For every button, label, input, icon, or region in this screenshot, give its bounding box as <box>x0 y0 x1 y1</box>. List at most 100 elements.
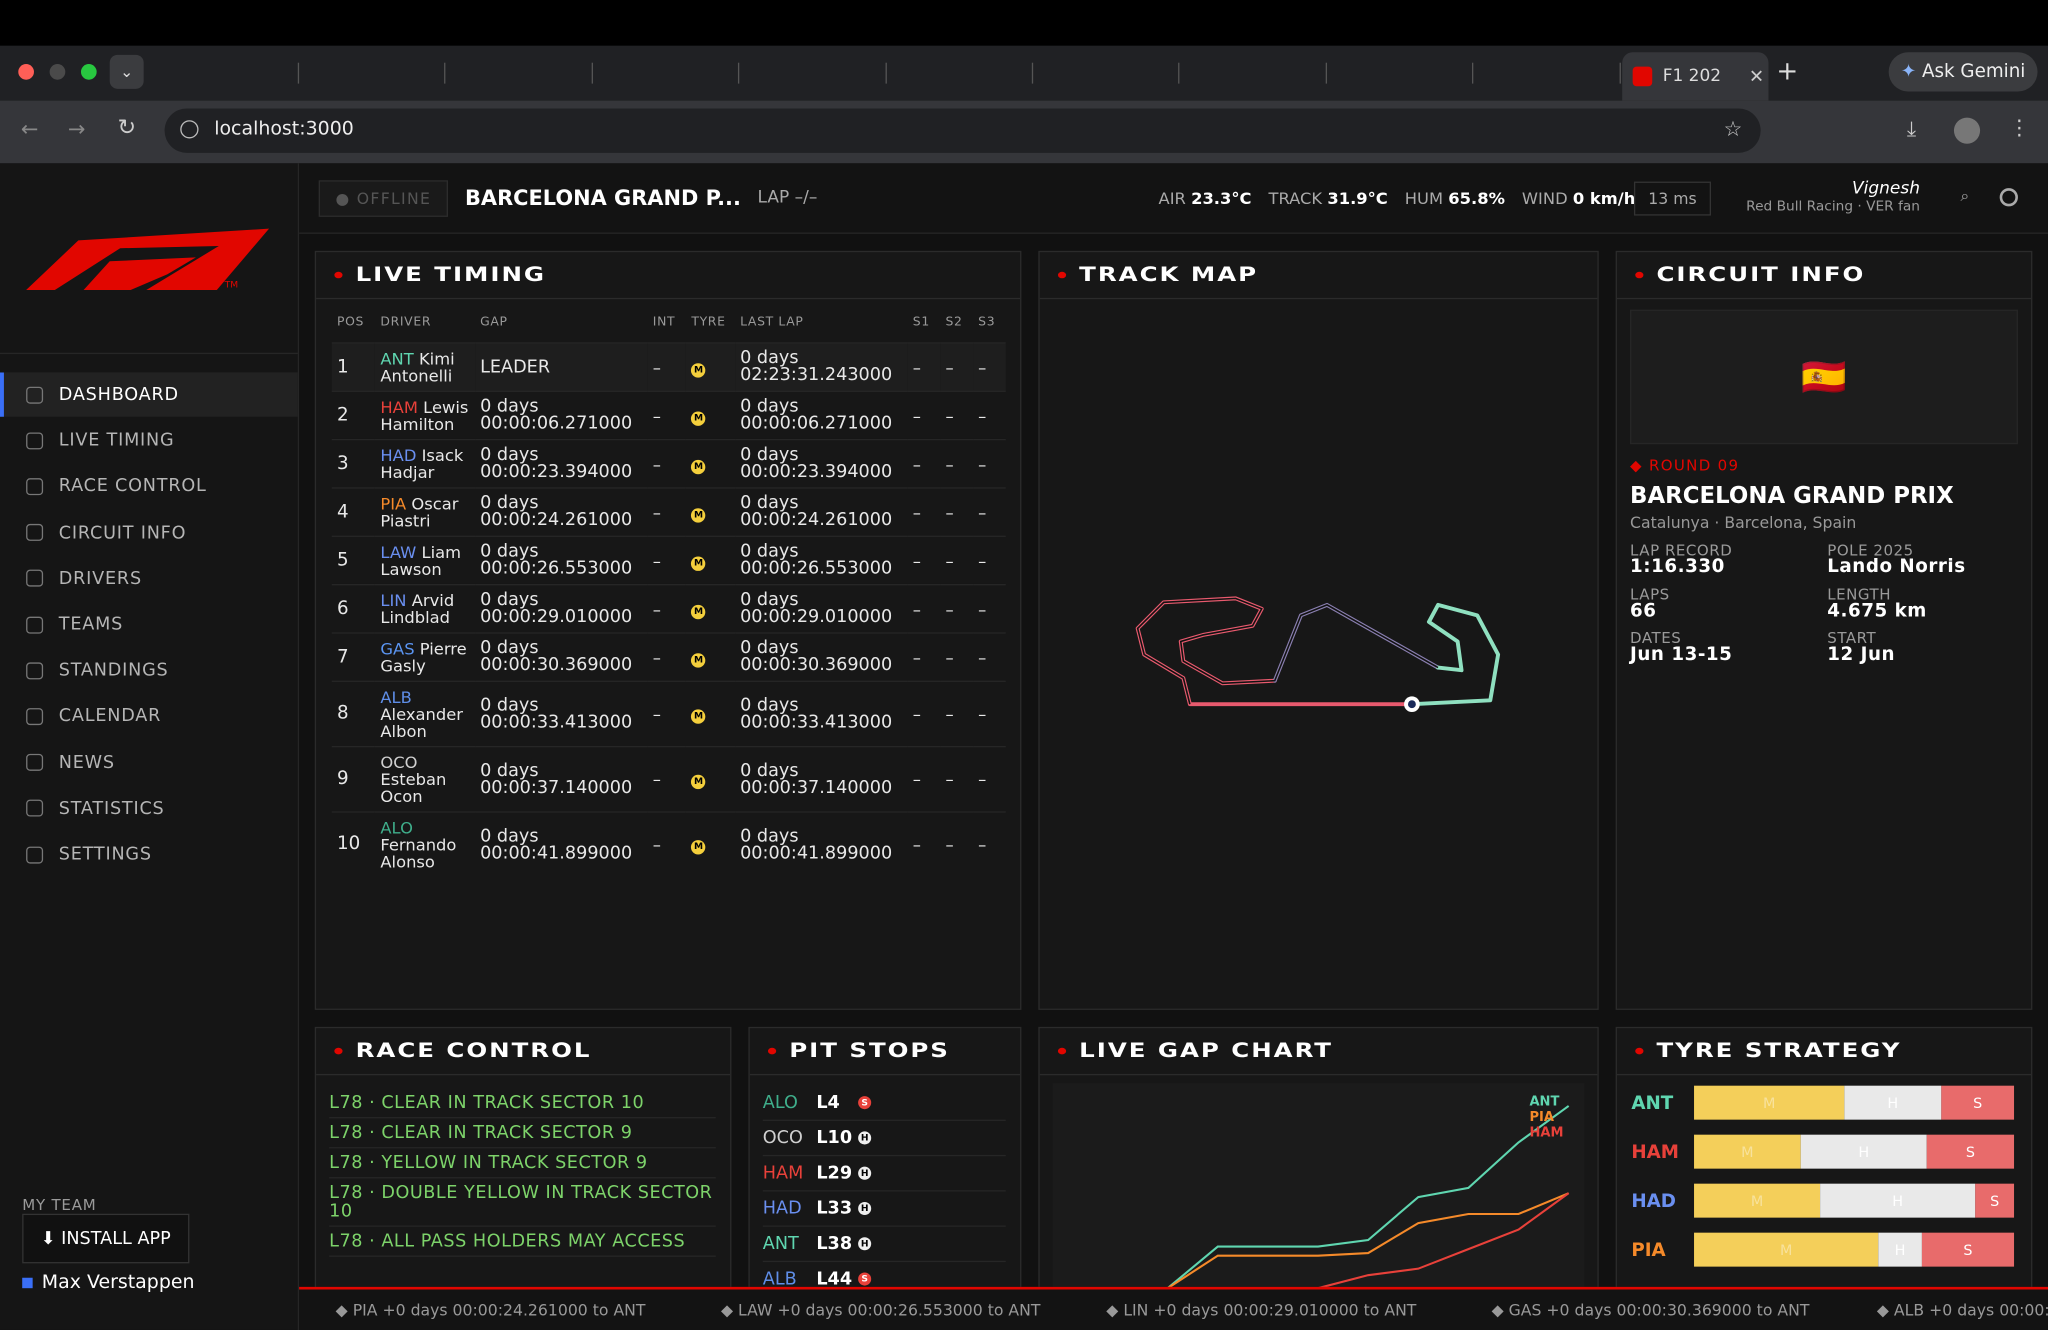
menu-dots[interactable]: ⋮ <box>2008 114 2030 140</box>
messages: L78 · CLEAR IN TRACK SECTOR 10 L78 · CLEA… <box>329 1088 716 1257</box>
latency: 13 ms <box>1633 181 1712 216</box>
stat: LAPS 66 <box>1630 585 1670 620</box>
interval: – <box>647 487 687 537</box>
legend-label: ANT <box>1529 1094 1559 1109</box>
sector: – <box>972 583 1006 633</box>
track-sector-2 <box>1272 602 1440 683</box>
timing-row[interactable]: 7 GAS Pierre Gasly 0 days 00:00:30.369000–… <box>331 632 1006 682</box>
race-control-message: L78 · ALL PASS HOLDERS MAY ACCESS <box>329 1227 716 1257</box>
column-header: S1 <box>912 314 930 330</box>
stat-value: 4.675 km <box>1827 600 1927 622</box>
driver-name: Fernando Alonso <box>380 834 457 872</box>
reload[interactable]: ↻ <box>117 114 137 142</box>
sidebar: TM MY TEAM ⬇ INSTALL APP Max Verstappen … <box>0 163 300 1330</box>
menu-item[interactable]: DASHBOARD <box>0 372 298 417</box>
user-name: Vignesh <box>1852 178 1920 199</box>
tyre-driver: PIA <box>1631 1240 1666 1261</box>
install-button[interactable]: ⬇ INSTALL APP <box>22 1213 190 1264</box>
tyre: M <box>691 410 706 426</box>
site-info[interactable] <box>180 120 199 139</box>
user-sub: Red Bull Racing · VER fan <box>1746 198 1920 215</box>
profile[interactable] <box>1953 117 1981 144</box>
tab[interactable]: F1 202 ✕ <box>1622 52 1769 101</box>
timing-row[interactable]: 1 ANT Kimi Antonelli LEADER – M 0 days 02:23:… <box>331 342 1006 392</box>
menu-icon <box>26 707 44 725</box>
driver-name: Esteban Ocon <box>380 769 447 807</box>
tab-search[interactable]: ⌄ <box>109 54 144 89</box>
position: 6 <box>331 583 376 633</box>
stint-compound: S <box>1990 1194 1999 1210</box>
menu-item[interactable]: RACE CONTROL <box>0 464 298 508</box>
panel-head: LIVE GAP CHART <box>1039 1028 1598 1076</box>
user: Vignesh Red Bull Racing · VER fan <box>1746 179 1920 214</box>
menu-item[interactable]: NEWS <box>0 740 298 784</box>
team-swatch <box>22 1277 33 1289</box>
stint-compound: S <box>1963 1243 1972 1259</box>
settings-icon[interactable] <box>1999 188 2018 207</box>
weather-label: WIND <box>1521 188 1568 208</box>
round-text: ROUND 09 <box>1648 455 1740 475</box>
stat: LENGTH 4.675 km <box>1827 585 1927 622</box>
gap-line <box>1167 1192 1570 1290</box>
timing-row[interactable]: 3 HAD Isack Hadjar 0 days 00:00:23.394000–… <box>331 438 1006 488</box>
timing-row[interactable]: 10 ALO Fernando Alonso 0 days 00:00:41.899… <box>331 811 1006 877</box>
interval: – <box>647 342 687 392</box>
pit-lap: L4 <box>816 1092 840 1114</box>
weather: AIR 23.3°C TRACK 31.9°C HUM 65.8% WIND 0 km… <box>1159 188 1636 208</box>
driver: HAD Isack Hadjar <box>375 438 475 488</box>
stint-compound: M <box>1763 1096 1775 1112</box>
close-dot[interactable] <box>18 64 34 80</box>
panel-title: TYRE STRATEGY <box>1635 1039 1901 1063</box>
weather-item: HUM 65.8% <box>1405 188 1505 208</box>
new-tab[interactable]: + <box>1776 54 1799 87</box>
stint-compound: H <box>1895 1243 1906 1259</box>
timing-row[interactable]: 2 HAM Lewis Hamilton 0 days 00:00:06.27100… <box>331 390 1006 440</box>
tab-title: F1 202 <box>1662 66 1722 87</box>
back[interactable]: ← <box>20 116 39 142</box>
timing-row[interactable]: 5 LAW Liam Lawson 0 days 00:00:26.553000– M… <box>331 535 1006 585</box>
menu-item[interactable]: TEAMS <box>0 602 298 646</box>
tyre-cell: M <box>686 438 735 488</box>
menu-item[interactable]: DRIVERS <box>0 556 298 600</box>
search-icon[interactable]: ⌕ <box>1960 186 1970 206</box>
timing-table: POS DRIVER GAP INT TYRE LAST LAP S1 S2 S3 1 ANT Ki… <box>331 310 1006 877</box>
menu-item[interactable]: STANDINGS <box>0 648 298 692</box>
menu-label: NEWS <box>58 752 115 773</box>
logo-shape <box>83 257 196 291</box>
car-marker-core <box>1407 700 1416 709</box>
forward[interactable]: → <box>67 116 86 142</box>
menu-item[interactable]: LIVE TIMING <box>0 418 298 462</box>
ask-gemini[interactable]: ✦ Ask Gemini <box>1888 52 2038 92</box>
timing-row[interactable]: 4 PIA Oscar Piastri 0 days 00:00:24.261000… <box>331 487 1006 537</box>
driver-code: HAD <box>380 445 417 466</box>
menu-item[interactable]: STATISTICS <box>0 786 298 830</box>
weather-item: AIR 23.3°C <box>1159 188 1252 208</box>
menu-icon <box>26 799 44 817</box>
column-header: GAP <box>480 314 508 330</box>
max-dot[interactable] <box>80 64 97 80</box>
stint <box>1694 1134 1801 1169</box>
gap: 0 days 00:00:33.413000 <box>474 680 648 747</box>
menu-item[interactable]: CIRCUIT INFO <box>0 510 298 554</box>
menu-item[interactable]: CALENDAR <box>0 694 298 738</box>
timing-row[interactable]: 8 ALB Alexander Albon 0 days 00:00:33.4130… <box>331 680 1006 747</box>
table-body: 1 ANT Kimi Antonelli LEADER – M 0 days 02:23:… <box>331 342 1006 877</box>
min-dot[interactable] <box>49 64 66 80</box>
tyre-cell: M <box>686 746 735 812</box>
pit-driver: ALO <box>762 1092 798 1114</box>
pit-lap: L33 <box>816 1198 853 1219</box>
tab-close[interactable]: ✕ <box>1748 65 1765 87</box>
stint <box>1694 1085 1845 1120</box>
bookmark[interactable]: ☆ <box>1723 116 1743 142</box>
tyre-cell: M <box>686 632 735 682</box>
driver-name: Max Verstappen <box>41 1272 195 1294</box>
stint-compound: M <box>1741 1145 1753 1161</box>
download[interactable]: ⤓ <box>1906 116 1917 142</box>
ticker-item: ◆ PIA +0 days 00:00:24.261000 to ANT <box>335 1301 646 1320</box>
timing-row[interactable]: 9 OCO Esteban Ocon 0 days 00:00:37.140000–… <box>331 746 1006 812</box>
sector: – <box>940 487 973 537</box>
driver: ALO Fernando Alonso <box>375 811 475 877</box>
menu-item[interactable]: SETTINGS <box>0 832 298 876</box>
omnibox[interactable]: localhost:3000 ☆ <box>164 108 1761 153</box>
timing-row[interactable]: 6 LIN Arvid Lindblad 0 days 00:00:29.01000… <box>331 583 1006 633</box>
